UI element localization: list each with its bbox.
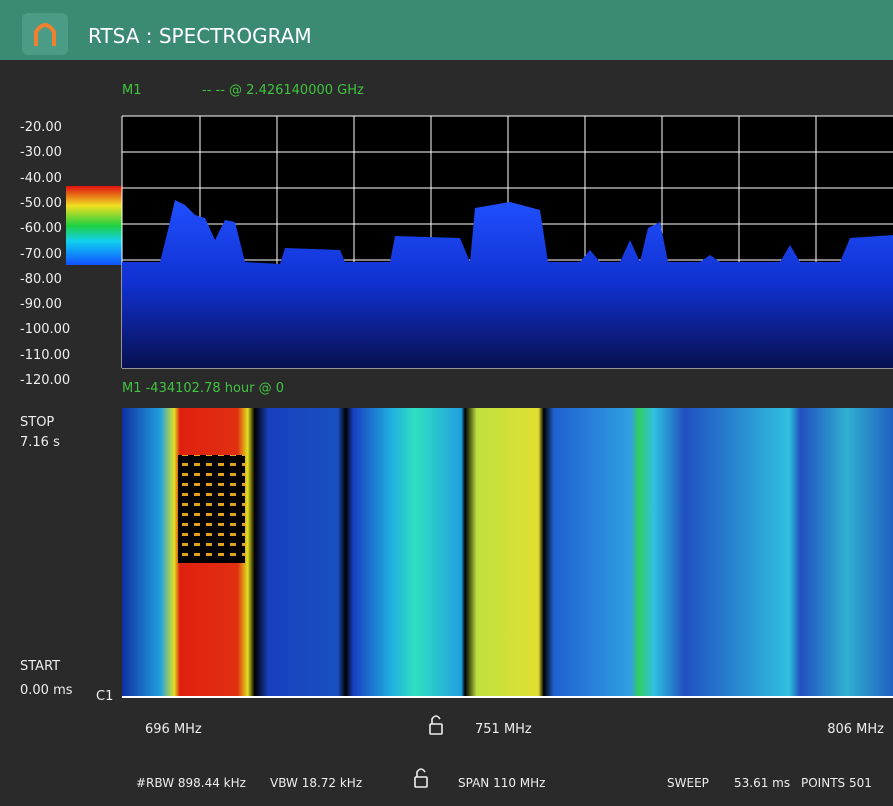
freq-start: 696 MHz (145, 723, 202, 736)
start-value: 0.00 ms (20, 684, 73, 697)
stop-label: STOP (20, 416, 54, 429)
y-tick-label: -60.00 (20, 222, 62, 235)
lock-icon[interactable] (415, 769, 427, 787)
freq-center: 751 MHz (475, 723, 532, 736)
title: RTSA : SPECTROGRAM (88, 26, 312, 46)
app-icon[interactable] (22, 13, 68, 55)
lock-icon[interactable] (430, 716, 442, 734)
graphics (0, 0, 893, 806)
freq-stop: 806 MHz (827, 723, 884, 736)
marker-readout: -- -- @ 2.426140000 GHz (202, 84, 364, 97)
y-tick-label: -120.00 (20, 374, 70, 387)
points[interactable]: POINTS 501 (801, 777, 872, 789)
rbw[interactable]: #RBW 898.44 kHz (136, 777, 246, 789)
vbw[interactable]: VBW 18.72 kHz (270, 777, 362, 789)
cursor-label: C1 (96, 690, 113, 703)
color-scale (66, 186, 122, 265)
marker-readout: M1 -434102.78 hour @ 0 (122, 382, 284, 395)
marker-label: M1 (122, 84, 142, 97)
y-tick-label: -50.00 (20, 197, 62, 210)
sweep-time[interactable]: 53.61 ms (734, 777, 790, 789)
start-label: START (20, 660, 60, 673)
y-tick-label: -110.00 (20, 349, 70, 362)
y-tick-label: -30.00 (20, 146, 62, 159)
span[interactable]: SPAN 110 MHz (458, 777, 545, 789)
spectrogram-burst (178, 455, 245, 563)
y-tick-label: -90.00 (20, 298, 62, 311)
y-tick-label: -100.00 (20, 323, 70, 336)
y-tick-label: -40.00 (20, 172, 62, 185)
y-tick-label: -20.00 (20, 121, 62, 134)
stop-value: 7.16 s (20, 436, 60, 449)
y-tick-label: -80.00 (20, 273, 62, 286)
y-tick-label: -70.00 (20, 248, 62, 261)
sweep-label[interactable]: SWEEP (667, 777, 709, 789)
app-screen: RTSA : SPECTROGRAM M1 -- -- @ 2.42614000… (0, 0, 893, 806)
